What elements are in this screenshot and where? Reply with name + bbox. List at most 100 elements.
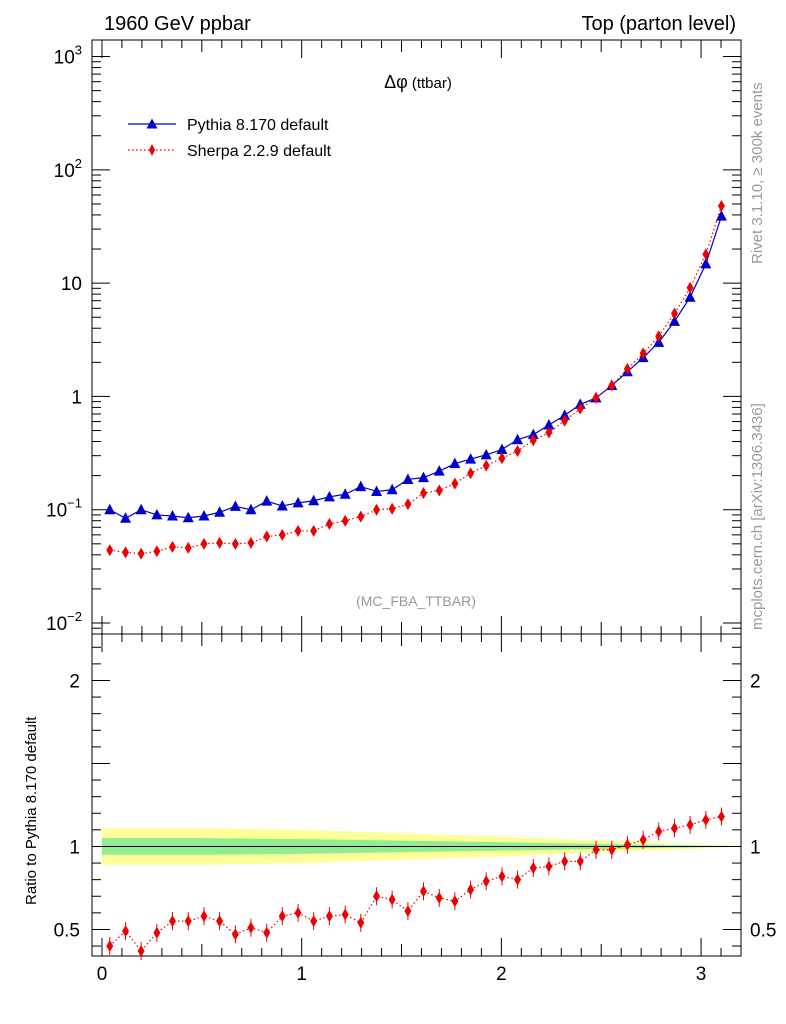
sherpa-point (168, 540, 176, 553)
x-tick-label: 3 (696, 964, 707, 985)
pythia-point (480, 448, 492, 460)
sherpa-point (200, 537, 208, 550)
pythia-point (229, 500, 241, 511)
pythia-point (700, 257, 712, 269)
pythia-point (512, 433, 524, 445)
sherpa-ratio-point (529, 862, 537, 875)
sherpa-ratio-point (576, 855, 584, 868)
pythia-point (166, 510, 178, 521)
sherpa-ratio-point (592, 843, 600, 856)
sherpa-point (702, 248, 710, 261)
sherpa-ratio-point (153, 926, 161, 939)
sherpa-ratio-point (184, 915, 192, 928)
sherpa-point (639, 347, 647, 360)
sherpa-point (435, 484, 443, 497)
ratio-frame (91, 633, 742, 957)
ratio-y-tick-label: 0.5 (54, 920, 80, 941)
sherpa-ratio-point (341, 908, 349, 921)
pythia-point (198, 510, 210, 521)
main-y-tick-label: 103 (54, 43, 82, 69)
pythia-point (543, 418, 555, 430)
sherpa-point (106, 544, 114, 557)
pythia-point (339, 488, 351, 499)
main-y-tick-label: 10 (61, 274, 82, 295)
sherpa-point (717, 199, 725, 212)
ratio-y-tick-label-right: 1 (750, 837, 761, 858)
main-y-tick-label: 10−1 (46, 496, 82, 522)
sherpa-ratio-point (247, 921, 255, 934)
analysis-tag: (MC_FBA_TTBAR) (356, 593, 476, 609)
sherpa-series-line (109, 205, 723, 555)
pythia-point (715, 210, 727, 221)
pythia-point (308, 494, 320, 506)
pythia-point (386, 483, 398, 495)
pythia-point (276, 499, 288, 511)
sherpa-point (686, 281, 694, 294)
ratio-y-axis-label: Ratio to Pythia 8.170 default (23, 716, 40, 905)
pythia-point (402, 473, 414, 484)
pythia-series-line (109, 215, 723, 519)
mcplots-label: mcplots.cern.ch [arXiv:1306.3436] (749, 403, 766, 630)
sherpa-ratio-point (623, 838, 631, 851)
sherpa-ratio-point (482, 875, 490, 888)
sherpa-ratio-point (686, 818, 694, 831)
sherpa-point (184, 541, 192, 554)
sherpa-ratio-point (231, 928, 239, 941)
pythia-point (245, 503, 257, 515)
sherpa-point (216, 536, 224, 549)
legend-label-sherpa: Sherpa 2.2.9 default (187, 143, 332, 160)
sherpa-ratio-point (106, 940, 114, 953)
sherpa-ratio-point (373, 890, 381, 903)
sherpa-ratio-point (200, 910, 208, 923)
sherpa-point (263, 530, 271, 543)
sherpa-ratio-point (216, 915, 224, 928)
ratio-y-tick-label-right: 2 (750, 671, 761, 692)
pythia-point (182, 511, 194, 523)
sherpa-ratio-point (263, 926, 271, 939)
pythia-point (449, 457, 461, 469)
sherpa-point (498, 452, 506, 465)
ratio-y-tick-label: 2 (69, 671, 80, 692)
pythia-point (684, 291, 696, 302)
sherpa-point (419, 487, 427, 500)
sherpa-ratio-point (608, 843, 616, 856)
sherpa-ratio-point (545, 860, 553, 873)
sherpa-ratio-point (498, 870, 506, 883)
pythia-point (527, 428, 539, 440)
pythia-point (214, 506, 226, 517)
ratio-y-tick-label-right: 0.5 (750, 920, 776, 941)
sherpa-ratio-point (419, 885, 427, 898)
sherpa-ratio-point (168, 915, 176, 928)
sherpa-point (373, 503, 381, 516)
pythia-point (261, 495, 273, 506)
sherpa-point (482, 459, 490, 472)
sherpa-ratio-point (294, 906, 302, 919)
sherpa-ratio-point (671, 822, 679, 835)
ratio-y-tick-label: 1 (69, 837, 80, 858)
ratio-panel: 2 2 1 1 0.5 0.5 0 1 2 3 (54, 633, 776, 985)
x-tick-label: 0 (97, 964, 108, 985)
sherpa-ratio-point (325, 910, 333, 923)
sherpa-point (545, 426, 553, 439)
sherpa-point (122, 546, 130, 559)
sherpa-point (341, 514, 349, 527)
x-tick-label: 1 (296, 964, 307, 985)
pythia-point (465, 453, 477, 464)
sherpa-point (310, 524, 318, 537)
rivet-version-label: Rivet 3.1.10, ≥ 300k events (749, 82, 766, 264)
sherpa-point (561, 414, 569, 427)
sherpa-point (592, 391, 600, 404)
pythia-point (104, 503, 116, 515)
sherpa-point (231, 537, 239, 550)
legend-entry-sherpa: Sherpa 2.2.9 default (128, 143, 332, 160)
sherpa-point (247, 536, 255, 549)
sherpa-point (608, 379, 616, 392)
pythia-point (417, 471, 429, 483)
process-label: Top (parton level) (581, 13, 736, 35)
legend: Pythia 8.170 default Sherpa 2.2.9 defaul… (128, 117, 332, 160)
sherpa-ratio-line (109, 815, 722, 952)
sherpa-point (388, 502, 396, 515)
sherpa-point (529, 434, 537, 447)
